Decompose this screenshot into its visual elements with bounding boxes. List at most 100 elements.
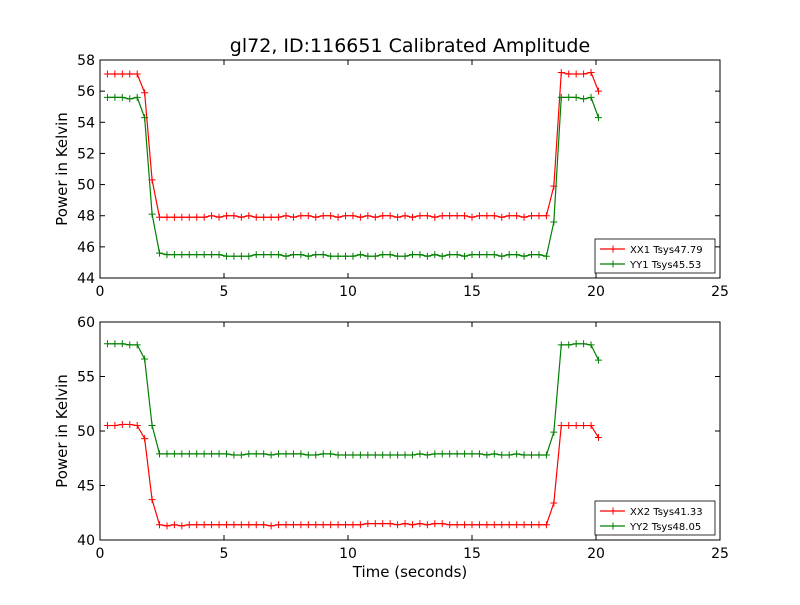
- data-point: [245, 212, 253, 220]
- data-point: [304, 451, 312, 459]
- data-point: [446, 450, 454, 458]
- data-point: [275, 450, 283, 458]
- data-point: [297, 450, 305, 458]
- data-point: [141, 89, 149, 97]
- data-point: [356, 213, 364, 221]
- data-point: [222, 212, 230, 220]
- data-point: [371, 451, 379, 459]
- data-point: [260, 521, 268, 529]
- y-axis-label: Power in Kelvin: [53, 374, 71, 488]
- data-point: [394, 521, 402, 529]
- data-point: [379, 212, 387, 220]
- data-point: [126, 95, 134, 103]
- data-point: [498, 521, 506, 529]
- data-point: [520, 213, 528, 221]
- data-point: [379, 451, 387, 459]
- legend-box: [594, 500, 716, 536]
- data-point: [542, 521, 550, 529]
- data-point: [513, 521, 521, 529]
- data-point: [245, 521, 253, 529]
- data-point: [342, 521, 350, 529]
- data-point: [364, 451, 372, 459]
- data-point: [542, 451, 550, 459]
- data-point: [461, 450, 469, 458]
- y-tick-label: 44: [77, 271, 95, 287]
- x-tick-label: 10: [339, 284, 357, 300]
- data-point: [557, 341, 565, 349]
- data-point: [208, 212, 216, 220]
- data-point: [163, 213, 171, 221]
- data-point: [111, 70, 119, 78]
- data-point: [408, 451, 416, 459]
- data-point: [587, 422, 595, 430]
- data-point: [364, 252, 372, 260]
- data-point: [334, 521, 342, 529]
- data-point: [371, 213, 379, 221]
- data-point: [304, 212, 312, 220]
- data-point: [587, 68, 595, 76]
- data-point: [490, 251, 498, 259]
- series-2-yy2: [103, 340, 602, 459]
- data-point: [208, 251, 216, 259]
- data-point: [408, 251, 416, 259]
- data-point: [453, 212, 461, 220]
- data-point: [505, 451, 513, 459]
- data-point: [580, 70, 588, 78]
- data-point: [468, 213, 476, 221]
- data-point: [342, 451, 350, 459]
- data-point: [416, 520, 424, 528]
- data-point: [453, 450, 461, 458]
- data-point: [565, 422, 573, 430]
- x-tick-label: 25: [711, 284, 729, 300]
- data-point: [141, 435, 149, 443]
- data-point: [200, 521, 208, 529]
- data-point: [200, 213, 208, 221]
- data-point: [416, 251, 424, 259]
- x-tick-label: 20: [587, 546, 605, 562]
- data-point: [446, 212, 454, 220]
- data-point: [349, 521, 357, 529]
- legend: XX2 Tsys41.33 YY2 Tsys48.05: [594, 500, 716, 536]
- data-point: [416, 450, 424, 458]
- data-point: [215, 521, 223, 529]
- data-point: [289, 450, 297, 458]
- x-tick-label: 5: [220, 284, 229, 300]
- data-point: [245, 450, 253, 458]
- data-point: [237, 252, 245, 260]
- data-point: [282, 252, 290, 260]
- data-point: [394, 252, 402, 260]
- axes-frame: [99, 59, 721, 279]
- y-tick-label: 58: [77, 53, 95, 69]
- data-point: [148, 422, 156, 430]
- data-point: [557, 93, 565, 101]
- data-point: [528, 212, 536, 220]
- data-point: [327, 450, 335, 458]
- data-point: [327, 212, 335, 220]
- data-point: [461, 521, 469, 529]
- data-point: [260, 213, 268, 221]
- data-point: [163, 450, 171, 458]
- data-point: [275, 251, 283, 259]
- data-point: [379, 520, 387, 528]
- legend-box: [594, 238, 716, 274]
- data-point: [513, 212, 521, 220]
- x-tick-label: 5: [220, 546, 229, 562]
- data-point: [587, 341, 595, 349]
- data-point: [594, 87, 602, 95]
- data-point: [141, 355, 149, 363]
- data-point: [297, 212, 305, 220]
- data-point: [275, 213, 283, 221]
- data-point: [185, 521, 193, 529]
- data-point: [312, 213, 320, 221]
- data-point: [594, 434, 602, 442]
- data-point: [401, 451, 409, 459]
- data-point: [312, 451, 320, 459]
- series-1-xx2: [103, 420, 602, 530]
- data-point: [260, 450, 268, 458]
- data-point: [230, 451, 238, 459]
- data-point: [550, 499, 558, 507]
- data-point: [505, 212, 513, 220]
- data-point: [498, 252, 506, 260]
- data-point: [126, 70, 134, 78]
